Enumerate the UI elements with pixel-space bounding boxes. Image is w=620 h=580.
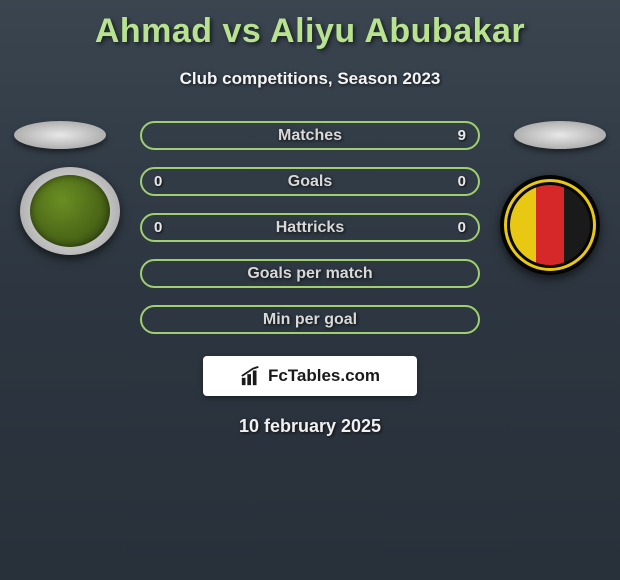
stat-row-goals-per-match: Goals per match bbox=[140, 259, 480, 288]
logo-text: FcTables.com bbox=[268, 366, 380, 386]
stat-label: Goals bbox=[288, 173, 332, 191]
subtitle: Club competitions, Season 2023 bbox=[0, 69, 620, 89]
date-label: 10 february 2025 bbox=[0, 416, 620, 437]
stat-label: Goals per match bbox=[247, 265, 372, 283]
content-area: Matches 9 0 Goals 0 0 Hattricks 0 Goals … bbox=[0, 121, 620, 437]
stats-container: Matches 9 0 Goals 0 0 Hattricks 0 Goals … bbox=[140, 121, 480, 334]
stat-left-value: 0 bbox=[154, 219, 162, 236]
stat-label: Matches bbox=[278, 127, 342, 145]
stat-row-min-per-goal: Min per goal bbox=[140, 305, 480, 334]
page-title: Ahmad vs Aliyu Abubakar bbox=[0, 0, 620, 51]
stat-row-hattricks: 0 Hattricks 0 bbox=[140, 213, 480, 242]
stat-right-value: 9 bbox=[458, 127, 466, 144]
right-club-badge bbox=[500, 175, 600, 275]
left-ellipse bbox=[14, 121, 106, 149]
stat-row-goals: 0 Goals 0 bbox=[140, 167, 480, 196]
chart-icon bbox=[240, 365, 262, 387]
right-ellipse bbox=[514, 121, 606, 149]
stat-label: Min per goal bbox=[263, 311, 357, 329]
stat-right-value: 0 bbox=[458, 219, 466, 236]
stat-left-value: 0 bbox=[154, 173, 162, 190]
stat-row-matches: Matches 9 bbox=[140, 121, 480, 150]
stat-label: Hattricks bbox=[276, 219, 344, 237]
fctables-logo: FcTables.com bbox=[203, 356, 417, 396]
stat-right-value: 0 bbox=[458, 173, 466, 190]
left-club-badge bbox=[20, 167, 120, 255]
